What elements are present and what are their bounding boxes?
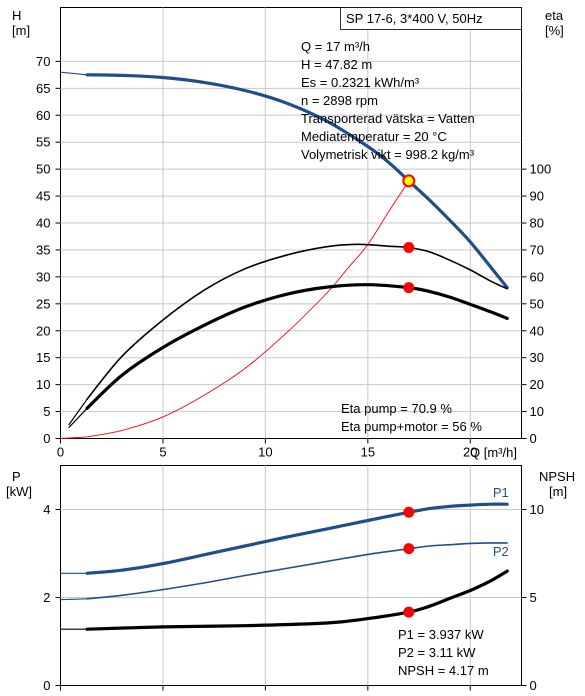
power-info: P1 = 3.937 kW P2 = 3.11 kW NPSH = 4.17 m [398,627,489,678]
top-left-tick-label: 40 [36,216,50,231]
top-left-tick-label: 70 [36,54,50,69]
info-npsh: NPSH = 4.17 m [398,663,489,678]
top-left-tick-label: 50 [36,162,50,177]
npsh-axis-unit: [m] [549,484,567,499]
series-label-p2: P2 [493,544,509,559]
top-left-tick-label: 35 [36,242,50,257]
operating-point-info: Q = 17 m³/h H = 47.82 m Es = 0.2321 kWh/… [301,39,475,162]
top-x-tick-label: 0 [57,445,64,460]
bottom-left-tick-label: 4 [43,502,50,517]
top-operating-point-marker-1 [403,242,415,254]
bottom-series-1-extension [60,598,88,601]
top-x-tick-label: 5 [159,445,166,460]
top-series-3-extension [68,407,88,429]
top-gridlines [60,7,522,439]
top-axis-ticks: 0 5 10 15 20 0 5 10 15 20 25 30 35 40 45 50 55 60 65 70 0 10 2… [36,54,551,460]
top-right-tick-label: 100 [530,162,552,177]
bottom-gridlines [60,465,522,686]
top-series-1-extension [60,436,88,439]
top-left-tick-label: 20 [36,323,50,338]
top-right-tick-label: 90 [530,189,544,204]
top-series-2 [86,243,508,400]
top-right-tick-label: 70 [530,242,544,257]
info-density: Volymetrisk vikt = 998.2 kg/m³ [301,147,475,162]
top-series-0-extension [60,71,88,76]
top-series-3 [85,283,509,410]
eta-axis-label: eta [545,8,564,23]
top-left-tick-label: 0 [43,431,50,446]
top-right-tick-label: 10 [530,404,544,419]
bottom-right-tick-label: 0 [530,678,537,693]
info-eta-total: Eta pump+motor = 56 % [341,419,482,434]
p-axis-unit: [kW] [6,484,32,499]
top-right-tick-label: 30 [530,350,544,365]
bottom-markers-group [403,506,415,618]
npsh-axis-label: NPSH [539,469,575,484]
bottom-series-2 [85,569,509,631]
bottom-operating-point-marker-2 [403,606,415,618]
bottom-right-tick-label: 10 [530,502,544,517]
bottom-left-tick-label: 0 [43,678,50,693]
bottom-axis-ticks: 0 2 4 0 5 10 [43,502,544,693]
info-liquid: Transporterad vätska = Vatten [301,111,475,126]
top-right-tick-label: 60 [530,269,544,284]
top-operating-point-marker-0 [402,174,416,188]
info-h: H = 47.82 m [301,57,372,72]
top-operating-point-marker-2 [403,282,415,294]
bottom-right-tick-label: 5 [530,590,537,605]
chart-title-box [340,7,522,30]
series-label-p1: P1 [493,485,509,500]
top-series-2-extension [68,398,88,426]
top-right-tick-label: 20 [530,377,544,392]
info-eta-pump: Eta pump = 70.9 % [341,401,452,416]
top-series-0 [85,73,509,290]
info-es: Es = 0.2321 kWh/m³ [301,75,420,90]
info-n: n = 2898 rpm [301,93,378,108]
top-right-tick-label: 50 [530,296,544,311]
top-series-group [60,71,509,439]
q-axis-label: Q [m³/h] [470,445,517,460]
info-q: Q = 17 m³/h [301,39,370,54]
p-axis-label: P [12,469,21,484]
top-left-tick-label: 25 [36,296,50,311]
info-p2: P2 = 3.11 kW [398,645,476,660]
bottom-left-tick-label: 2 [43,590,50,605]
top-x-tick-label: 20 [463,445,477,460]
efficiency-info: Eta pump = 70.9 % Eta pump+motor = 56 % [341,401,482,434]
top-left-tick-label: 30 [36,269,50,284]
bottom-operating-point-marker-0 [403,506,415,518]
top-x-tick-label: 15 [361,445,375,460]
info-temp: Mediatemperatur = 20 °C [301,129,447,144]
h-axis-unit: [m] [12,23,30,38]
h-axis-label: H [12,8,21,23]
top-left-tick-label: 10 [36,377,50,392]
bottom-plot-frame [60,465,522,686]
bottom-series-group [60,502,509,631]
top-left-tick-label: 15 [36,350,50,365]
top-markers-group [402,174,416,294]
bottom-operating-point-marker-1 [403,543,415,555]
top-left-tick-label: 45 [36,189,50,204]
bottom-series-0 [85,502,509,575]
chart-title: SP 17-6, 3*400 V, 50Hz [346,11,483,26]
top-right-tick-label: 40 [530,323,544,338]
bottom-series-1 [86,542,508,600]
eta-axis-unit: [%] [545,23,564,38]
top-series-1 [86,180,410,438]
top-left-tick-label: 65 [36,81,50,96]
info-p1: P1 = 3.937 kW [398,627,484,642]
top-x-tick-label: 10 [258,445,272,460]
top-right-tick-label: 0 [530,431,537,446]
bottom-series-labels: P1 P2 [493,485,509,559]
top-right-tick-label: 80 [530,216,544,231]
top-left-tick-label: 60 [36,108,50,123]
top-left-tick-label: 55 [36,135,50,150]
top-left-tick-label: 5 [43,404,50,419]
